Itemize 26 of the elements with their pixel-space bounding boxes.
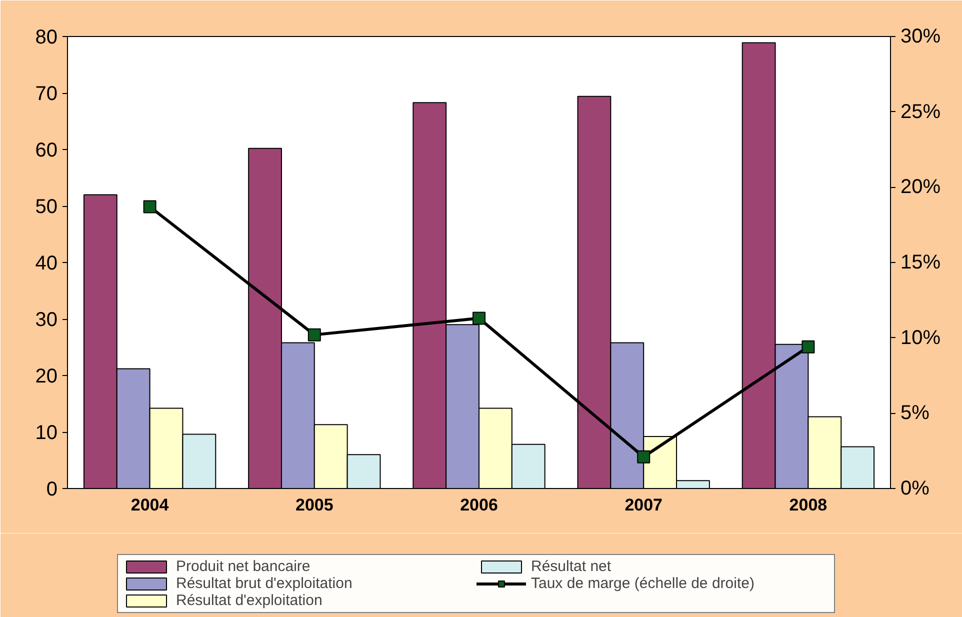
y2-tick-label: 5% <box>900 402 930 424</box>
y2-tick-label: 25% <box>900 100 941 123</box>
legend-label: Produit net bancaire <box>176 558 312 575</box>
y-tick-label: 40 <box>35 252 58 274</box>
legend-label: Résultat brut d'exploitation <box>176 575 354 592</box>
x-tick-label: 2008 <box>789 496 828 514</box>
y-tick-label: 0 <box>46 478 58 500</box>
y-tick-label: 30 <box>35 309 58 331</box>
y2-tick-label: 0% <box>900 478 930 500</box>
y2-tick-label: 30% <box>900 26 941 48</box>
y2-tick-label: 10% <box>900 326 941 349</box>
x-tick-label: 2004 <box>130 496 170 514</box>
x-tick-label: 2007 <box>624 496 663 514</box>
y-tick-label: 70 <box>35 83 58 105</box>
y-tick-label: 10 <box>35 422 58 444</box>
y-tick-label: 80 <box>35 26 58 48</box>
y-tick-label: 50 <box>35 196 58 218</box>
y-tick-label: 20 <box>35 366 58 388</box>
y-tick-label: 60 <box>35 140 58 162</box>
x-tick-label: 2006 <box>460 496 498 514</box>
legend-label: Résultat net <box>531 558 612 575</box>
y2-tick-label: 20% <box>900 176 941 198</box>
legend-label: Résultat d'exploitation <box>176 592 324 609</box>
x-tick-label: 2005 <box>295 496 334 514</box>
legend-label: Taux de marge (échelle de droite) <box>531 575 756 592</box>
y2-tick-label: 15% <box>900 252 941 274</box>
